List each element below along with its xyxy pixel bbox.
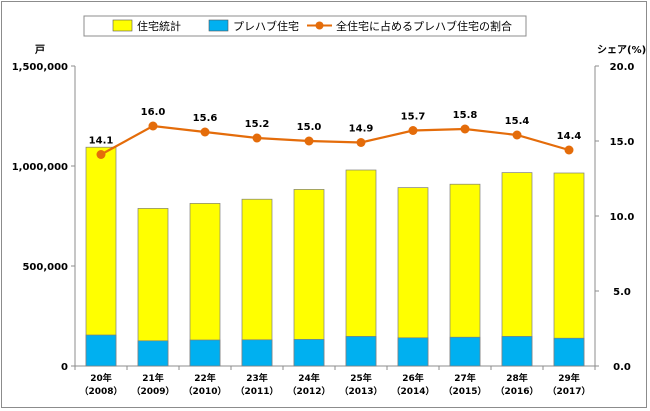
x-tick-label-year: 22年 — [194, 372, 216, 384]
bar-housing-total — [85, 146, 117, 367]
share-point — [564, 145, 574, 155]
bar-prefab — [241, 339, 273, 367]
y-left-tick-label: 1,000,000 — [12, 162, 68, 173]
bar-prefab — [553, 337, 585, 367]
bar-housing-total — [449, 183, 481, 367]
share-data-label: 16.0 — [141, 107, 166, 118]
share-point — [304, 136, 314, 146]
bar-prefab — [501, 336, 533, 367]
share-data-label: 15.4 — [505, 116, 530, 127]
y-right-tick-label: 0.0 — [613, 362, 631, 373]
share-data-label: 14.4 — [557, 131, 582, 142]
bar-prefab — [137, 340, 169, 367]
legend: 住宅統計 プレハブ住宅 全住宅に占めるプレハブ住宅の割合 — [83, 15, 527, 37]
x-tick-label-western-year: （2016） — [495, 386, 538, 397]
share-point — [460, 124, 470, 134]
x-tick-label-western-year: （2012） — [287, 386, 330, 397]
bar-housing-total — [241, 198, 273, 367]
legend-label-prefab: プレハブ住宅 — [233, 19, 299, 33]
bar-housing-total — [345, 169, 377, 367]
x-tick-label-year: 27年 — [454, 372, 476, 384]
x-tick-label-western-year: （2014） — [391, 386, 434, 397]
x-tick-label-western-year: （2010） — [183, 386, 226, 397]
x-tick-label-year: 21年 — [142, 372, 164, 384]
share-point — [252, 133, 262, 143]
legend-label-housing-total: 住宅統計 — [137, 19, 181, 33]
share-data-label: 15.8 — [453, 110, 478, 121]
share-point — [148, 121, 158, 131]
legend-swatch-prefab — [208, 19, 229, 32]
y-left-tick-label: 1,500,000 — [12, 62, 68, 73]
y-right-unit: シェア(%) — [597, 44, 646, 56]
share-data-label: 14.1 — [89, 136, 114, 147]
share-data-label: 15.7 — [401, 112, 426, 123]
bar-housing-total — [293, 189, 325, 367]
x-tick-label-western-year: （2013） — [339, 386, 382, 397]
x-tick-label-western-year: （2011） — [235, 386, 278, 397]
share-line — [100, 124, 570, 156]
y-left-tick-label: 500,000 — [22, 262, 68, 273]
x-tick-label-year: 28年 — [506, 372, 528, 384]
plot-area: 0 500,000 1,000,000 1,500,000 0.0 5.0 10.0 15.0… — [12, 62, 635, 397]
x-tick-label-year: 29年 — [558, 372, 580, 384]
share-point — [512, 130, 522, 140]
x-tick-label-western-year: （2017） — [547, 386, 590, 397]
y-right-tick-label: 5.0 — [613, 287, 631, 298]
bar-prefab — [397, 337, 429, 367]
x-tick-label-western-year: （2015） — [443, 386, 486, 397]
legend-box — [83, 15, 527, 37]
share-data-label: 15.6 — [193, 113, 218, 124]
bar-housing-total — [137, 208, 169, 367]
bar-housing-total — [553, 172, 585, 367]
x-tick-label-year: 26年 — [402, 372, 424, 384]
x-tick-label-year: 23年 — [246, 372, 268, 384]
bar-prefab — [449, 336, 481, 367]
x-tick-label-year: 25年 — [350, 372, 372, 384]
share-point — [356, 138, 366, 147]
x-tick-label-western-year: （2008） — [79, 386, 122, 397]
x-tick-label-year: 24年 — [298, 372, 320, 384]
bar-housing-total — [189, 203, 221, 367]
bar-prefab — [293, 339, 325, 367]
y-right-tick-label: 15.0 — [610, 137, 635, 148]
share-point — [408, 126, 418, 135]
x-tick-label-year: 20年 — [90, 372, 112, 384]
bar-housing-total — [397, 187, 429, 367]
bar-prefab — [189, 339, 221, 367]
x-tick-label-western-year: （2009） — [131, 386, 174, 397]
y-left-tick-label: 0 — [61, 362, 68, 373]
bar-prefab — [345, 336, 377, 367]
y-left-unit: 戸 — [35, 44, 45, 56]
legend-swatch-housing-total — [112, 19, 133, 32]
share-point — [200, 127, 210, 137]
legend-marker-share — [315, 21, 324, 30]
share-data-label: 15.2 — [245, 119, 270, 130]
legend-label-share: 全住宅に占めるプレハブ住宅の割合 — [336, 19, 512, 33]
bar-prefab — [85, 334, 117, 367]
bar-housing-total — [501, 172, 533, 367]
share-data-label: 15.0 — [297, 122, 322, 133]
y-right-tick-label: 20.0 — [610, 62, 635, 73]
share-point — [96, 150, 106, 159]
share-data-label: 14.9 — [349, 124, 374, 135]
y-right-tick-label: 10.0 — [610, 212, 635, 223]
